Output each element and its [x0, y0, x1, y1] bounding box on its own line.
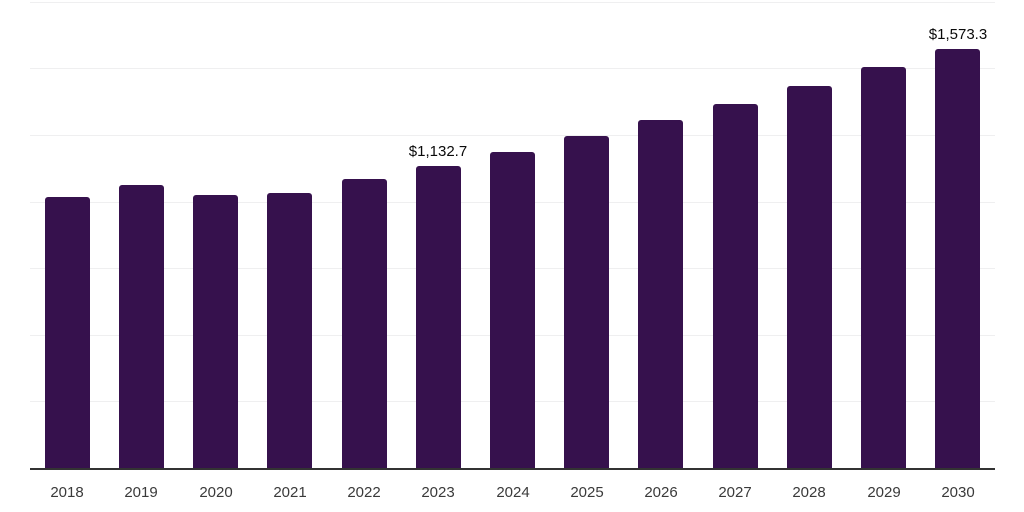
x-tick-label: 2029 — [867, 484, 901, 501]
bar-2026 — [638, 120, 683, 468]
bar-2023 — [416, 166, 461, 468]
x-tick-label: 2018 — [50, 484, 84, 501]
bar-2019 — [119, 185, 164, 468]
x-tick-label: 2019 — [124, 484, 158, 501]
x-axis-line — [30, 468, 995, 470]
data-label-2030: $1,573.3 — [928, 26, 988, 43]
bar-2028 — [787, 86, 832, 468]
bar-2027 — [713, 104, 758, 468]
bar-2021 — [267, 193, 312, 468]
x-tick-label: 2025 — [570, 484, 604, 501]
bar-2018 — [45, 197, 90, 468]
gridline — [30, 2, 995, 3]
bar-2025 — [564, 136, 609, 468]
bar-2024 — [490, 152, 535, 468]
x-tick-label: 2027 — [718, 484, 752, 501]
data-label-2023: $1,132.7 — [408, 143, 468, 160]
gridline — [30, 68, 995, 69]
x-tick-label: 2024 — [496, 484, 530, 501]
x-tick-label: 2030 — [941, 484, 975, 501]
bar-2030 — [935, 49, 980, 468]
gridline — [30, 135, 995, 136]
x-tick-label: 2022 — [347, 484, 381, 501]
x-tick-label: 2028 — [792, 484, 826, 501]
x-tick-label: 2023 — [421, 484, 455, 501]
x-tick-label: 2020 — [199, 484, 233, 501]
bar-2020 — [193, 195, 238, 468]
x-tick-label: 2026 — [644, 484, 678, 501]
bar-2022 — [342, 179, 387, 468]
bar-2029 — [861, 67, 906, 468]
x-tick-label: 2021 — [273, 484, 307, 501]
